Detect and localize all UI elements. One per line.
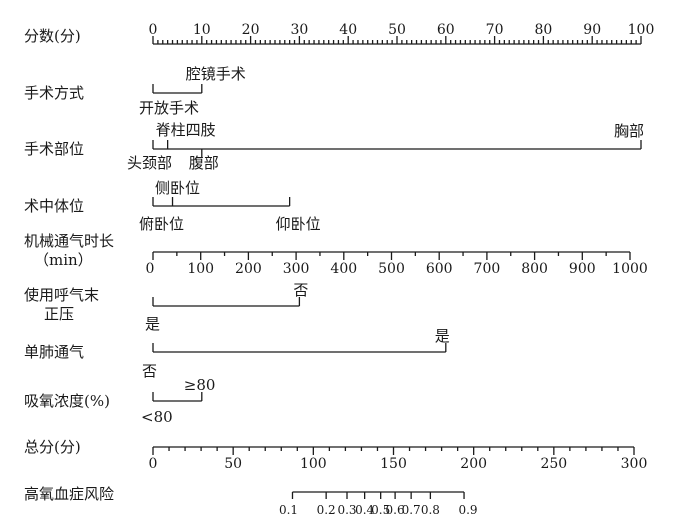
row-6: 否是 [142, 327, 450, 380]
tick-label: 200 [235, 261, 262, 277]
tick-label: 70 [486, 22, 504, 38]
row-8: 0 50 100 150 200 250 300 [149, 446, 648, 472]
row-label: 术中体位 [24, 197, 84, 215]
tick-label: 150 [380, 456, 407, 472]
category-label: 是 [435, 327, 450, 345]
row-label: 分数(分) [24, 27, 81, 45]
tick-label: 10 [193, 22, 211, 38]
row-label: 吸氧浓度(%) [24, 392, 110, 410]
probability-tick-label: 0.2 [317, 503, 336, 517]
row-label: 机械通气时长 [24, 232, 114, 250]
probability-tick-label: 0.1 [279, 503, 298, 517]
row-label: 使用呼气末 [24, 286, 99, 304]
tick-label: 50 [224, 456, 242, 472]
row-label: 总分(分) [24, 438, 81, 456]
tick-label: 80 [534, 22, 552, 38]
row-7: <80 ≥80 [141, 376, 215, 426]
tick-label: 300 [621, 456, 648, 472]
category-label: 腹部 [189, 154, 219, 172]
row-label-line2: （min） [34, 251, 93, 269]
tick-label: 100 [187, 261, 214, 277]
tick-label: 700 [474, 261, 501, 277]
category-label: 脊柱四肢 [156, 121, 216, 139]
tick-label: 1000 [612, 261, 648, 277]
row-label: 手术部位 [24, 140, 84, 158]
tick-label: 30 [290, 22, 308, 38]
tick-label: 100 [628, 22, 655, 38]
probability-tick-label: 0.5 [371, 503, 390, 517]
category-label: 否 [293, 281, 308, 299]
tick-label: 600 [426, 261, 453, 277]
row-0: 0 10 20 30 40 50 60 70 80 90 100 [149, 22, 655, 45]
category-label: ≥80 [184, 376, 216, 394]
category-label: 腔镜手术 [186, 65, 246, 83]
tick-label: 60 [437, 22, 455, 38]
tick-label: 900 [569, 261, 596, 277]
category-label: 开放手术 [139, 99, 199, 117]
category-label: 是 [145, 315, 160, 333]
probability-tick-label: 0.8 [421, 503, 440, 517]
tick-label: 0 [146, 261, 155, 277]
row-1: 开放手术 腔镜手术 [139, 65, 246, 117]
row-label: 单肺通气 [24, 343, 84, 361]
tick-label: 0 [149, 22, 158, 38]
tick-label: 50 [388, 22, 406, 38]
tick-label: 40 [339, 22, 357, 38]
probability-tick-label: 0.6 [386, 503, 405, 517]
row-9: 0.1 0.2 0.30.40.50.60.7 0.8 0.9 [279, 491, 478, 517]
tick-label: 800 [521, 261, 548, 277]
tick-label: 250 [540, 456, 567, 472]
category-label: 侧卧位 [155, 179, 200, 197]
category-label: <80 [141, 408, 173, 426]
row-4: 0 100 200 300 400 500 600 700 800 900 1000 [146, 251, 648, 277]
tick-label: 400 [330, 261, 357, 277]
tick-label: 200 [460, 456, 487, 472]
category-label: 胸部 [614, 122, 644, 140]
category-label: 俯卧位 [139, 215, 184, 233]
probability-tick-label: 0.7 [402, 503, 421, 517]
tick-label: 300 [283, 261, 310, 277]
tick-label: 90 [583, 22, 601, 38]
probability-tick-label: 0.4 [355, 503, 374, 517]
tick-label: 0 [149, 456, 158, 472]
row-label-line2: 正压 [44, 305, 74, 323]
category-label: 头颈部 [127, 154, 172, 172]
tick-label: 500 [378, 261, 405, 277]
tick-label: 100 [300, 456, 327, 472]
probability-tick-label: 0.3 [337, 503, 356, 517]
category-label: 否 [142, 362, 157, 380]
row-5: 是否 [145, 281, 308, 333]
row-label: 高氧血症风险 [24, 485, 114, 503]
probability-tick-label: 0.9 [458, 503, 477, 517]
category-label: 仰卧位 [276, 215, 321, 233]
row-label: 手术方式 [24, 84, 84, 102]
tick-label: 20 [242, 22, 260, 38]
